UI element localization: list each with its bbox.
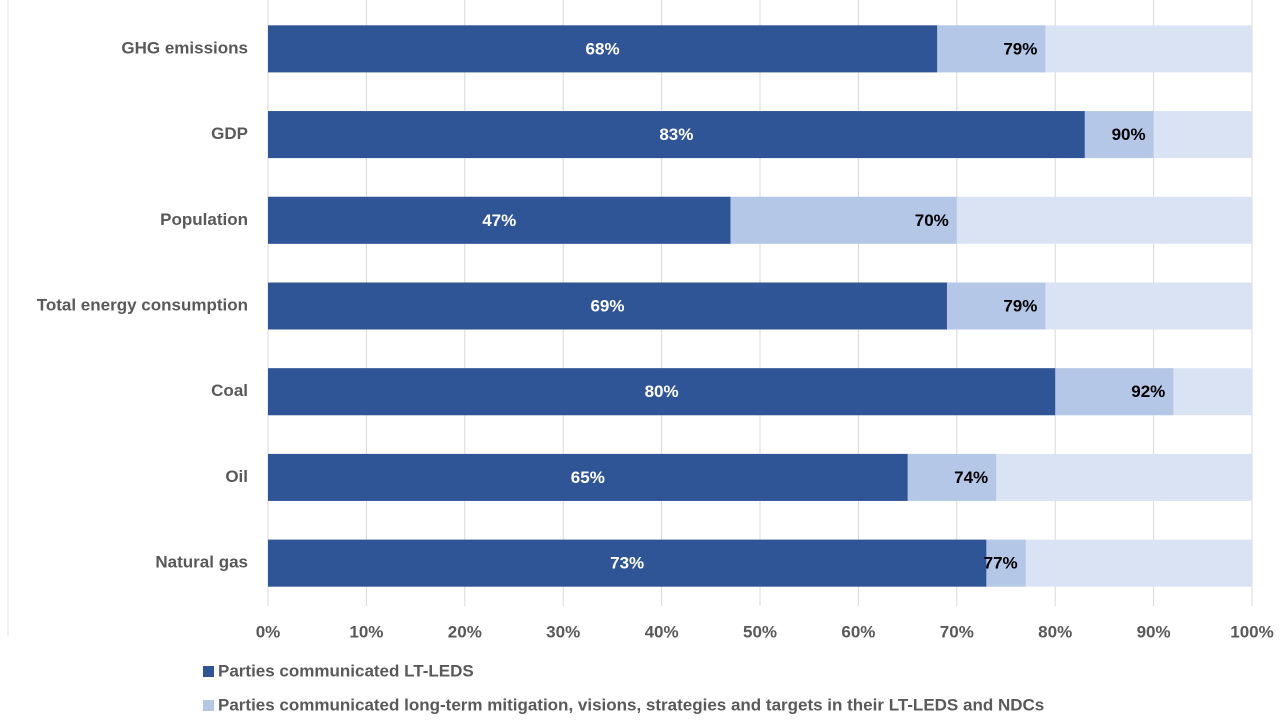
bar bbox=[268, 539, 987, 587]
bar bbox=[268, 25, 938, 73]
data-label: 80% bbox=[645, 382, 679, 401]
data-label: 92% bbox=[1131, 382, 1165, 401]
data-label: 70% bbox=[915, 211, 949, 230]
x-tick-label: 80% bbox=[1038, 622, 1072, 641]
data-label: 83% bbox=[659, 125, 693, 144]
data-label: 69% bbox=[590, 296, 624, 315]
data-label: 77% bbox=[984, 554, 1018, 573]
y-tick-label: Total energy consumption bbox=[37, 295, 248, 314]
data-label: 79% bbox=[1003, 296, 1037, 315]
legend-swatch bbox=[203, 700, 214, 711]
legend-swatch bbox=[203, 666, 214, 677]
y-tick-label: Coal bbox=[211, 381, 248, 400]
data-label: 68% bbox=[586, 39, 620, 58]
x-tick-label: 20% bbox=[448, 622, 482, 641]
bar bbox=[268, 282, 947, 330]
x-tick-label: 90% bbox=[1137, 622, 1171, 641]
legend-label: Parties communicated long-term mitigatio… bbox=[218, 695, 1044, 714]
bar bbox=[268, 368, 1056, 416]
y-tick-label: Oil bbox=[225, 467, 248, 486]
data-label: 90% bbox=[1112, 125, 1146, 144]
x-tick-label: 100% bbox=[1230, 622, 1273, 641]
bar bbox=[268, 196, 731, 244]
y-tick-label: GHG emissions bbox=[121, 38, 248, 57]
data-label: 47% bbox=[482, 211, 516, 230]
x-tick-label: 50% bbox=[743, 622, 777, 641]
y-tick-label: GDP bbox=[211, 124, 248, 143]
x-tick-label: 0% bbox=[256, 622, 281, 641]
x-tick-label: 60% bbox=[841, 622, 875, 641]
x-tick-label: 40% bbox=[645, 622, 679, 641]
x-tick-label: 10% bbox=[349, 622, 383, 641]
y-tick-label: Population bbox=[160, 210, 248, 229]
y-tick-label: Natural gas bbox=[155, 553, 248, 572]
legend-label: Parties communicated LT-LEDS bbox=[218, 661, 474, 680]
x-tick-label: 30% bbox=[546, 622, 580, 641]
bar bbox=[268, 453, 908, 501]
data-label: 79% bbox=[1003, 39, 1037, 58]
data-label: 73% bbox=[610, 554, 644, 573]
x-tick-label: 70% bbox=[940, 622, 974, 641]
bar bbox=[268, 111, 1085, 159]
data-label: 65% bbox=[571, 468, 605, 487]
data-label: 74% bbox=[954, 468, 988, 487]
